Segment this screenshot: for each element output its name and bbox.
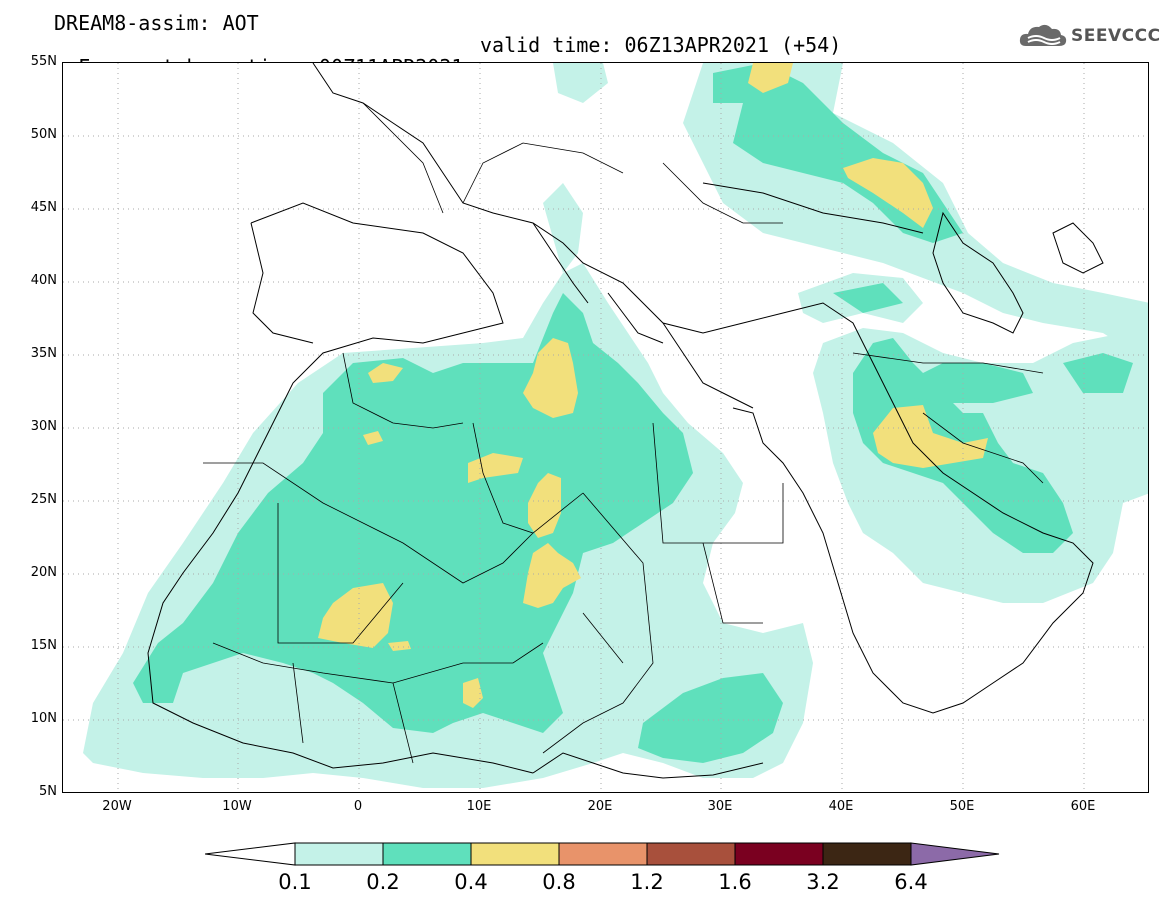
lat-label-55n: 55N <box>30 54 57 69</box>
map-canvas <box>63 63 1148 792</box>
color-bar-label-1.2: 1.2 <box>630 870 664 894</box>
lat-label-15n: 15N <box>30 638 57 653</box>
lon-label-10w: 10W <box>222 799 252 814</box>
lon-label-20e: 20E <box>587 799 613 814</box>
map-title: DREAM8-assim: AOT <box>54 11 259 35</box>
color-bar-swatch-0.4-0.8 <box>470 842 560 866</box>
lon-label-10e: 10E <box>466 799 492 814</box>
country-borders <box>203 102 1044 764</box>
lon-label-30e: 30E <box>707 799 733 814</box>
lon-label-60e: 60E <box>1070 799 1096 814</box>
coastlines <box>147 63 1104 779</box>
color-bar-swatch-0.8-1.2 <box>558 842 648 866</box>
color-bar-label-6.4: 6.4 <box>894 870 928 894</box>
graticule <box>63 63 1148 792</box>
lat-label-25n: 25N <box>30 492 57 507</box>
lat-label-30n: 30N <box>30 419 57 434</box>
color-bar-swatch-above-6.4 <box>910 842 1000 866</box>
lat-label-50n: 50N <box>30 127 57 142</box>
aot-band-0.4-0.8 <box>318 63 988 708</box>
color-bar <box>205 842 1000 866</box>
lat-label-40n: 40N <box>30 273 57 288</box>
color-bar-swatch-3.2-6.4 <box>822 842 912 866</box>
aot-map <box>62 62 1149 793</box>
lon-label-40e: 40E <box>828 799 854 814</box>
color-bar-swatch-1.2-1.6 <box>646 842 736 866</box>
logo-text: SEEVCCC <box>1071 26 1161 46</box>
color-bar-label-0.1: 0.1 <box>278 870 312 894</box>
color-bar-swatch-0.1-0.2 <box>294 842 384 866</box>
lat-label-20n: 20N <box>30 565 57 580</box>
seevccc-logo: SEEVCCC <box>1018 22 1161 50</box>
color-bar-label-1.6: 1.6 <box>718 870 752 894</box>
cloud-icon <box>1019 24 1067 46</box>
color-bar-swatch-0.2-0.4 <box>382 842 472 866</box>
lat-label-10n: 10N <box>30 711 57 726</box>
lon-label-20w: 20W <box>102 799 132 814</box>
lat-label-5n: 5N <box>39 784 57 799</box>
color-bar-label-3.2: 3.2 <box>806 870 840 894</box>
color-bar-label-0.8: 0.8 <box>542 870 576 894</box>
lon-label-50e: 50E <box>949 799 975 814</box>
color-bar-label-0.2: 0.2 <box>366 870 400 894</box>
color-bar-label-0.4: 0.4 <box>454 870 488 894</box>
lon-label-0: 0 <box>353 799 363 814</box>
lat-label-35n: 35N <box>30 346 57 361</box>
color-bar-swatch-1.6-3.2 <box>734 842 824 866</box>
valid-time-label: valid time: 06Z13APR2021 (+54) <box>480 33 842 57</box>
color-bar-swatch-below-0.1 <box>205 842 296 866</box>
lat-label-45n: 45N <box>30 200 57 215</box>
